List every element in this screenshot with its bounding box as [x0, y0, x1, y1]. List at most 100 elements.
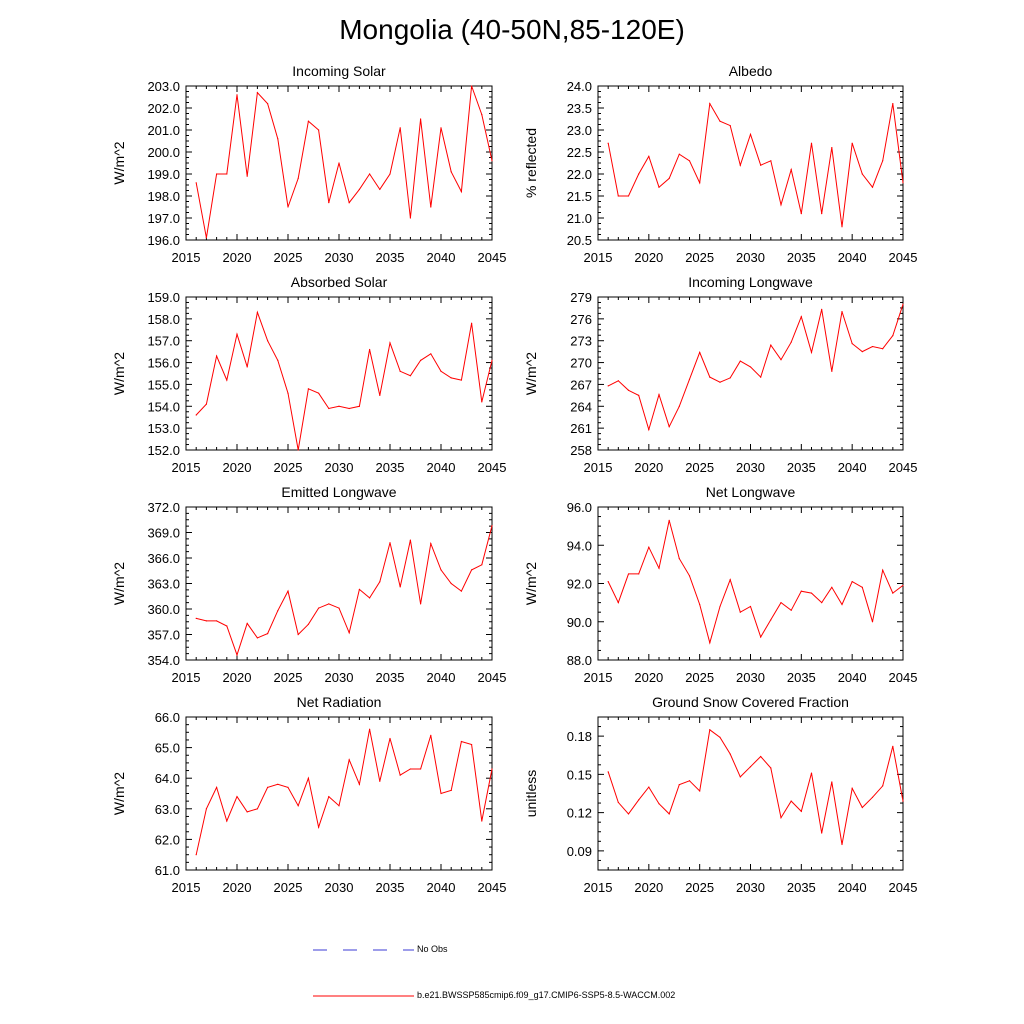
chart-3-point [420, 359, 422, 361]
chart-8-point [678, 783, 680, 786]
chart-6-point [617, 602, 619, 604]
chart-6-xtick-label: 2015 [584, 670, 613, 685]
chart-5-xtick-label: 2045 [478, 670, 507, 685]
chart-8-xtick-label: 2035 [787, 880, 816, 895]
chart-3-point [318, 392, 320, 394]
chart-2-ytick-label: 20.5 [567, 233, 592, 248]
chart-3-point [460, 379, 462, 381]
chart-3-point [277, 359, 279, 361]
chart-5-point [369, 597, 371, 599]
chart-3-point [205, 403, 207, 405]
chart-5-xtick-label: 2035 [376, 670, 405, 685]
chart-7-point [389, 737, 391, 740]
chart-8-point [607, 771, 609, 773]
chart-8-point [841, 843, 843, 846]
chart-8-point [739, 776, 741, 778]
chart-8-xtick-label: 2025 [685, 880, 714, 895]
chart-7-point [195, 854, 197, 856]
chart-8-point [668, 813, 670, 815]
chart-4-frame [597, 296, 904, 451]
chart-1-point [420, 118, 422, 120]
chart-2-ytick-label: 22.0 [567, 167, 592, 182]
chart-6-point [841, 603, 843, 606]
chart-5-point [481, 564, 483, 566]
chart-5-point [236, 654, 238, 656]
chart-3-point [450, 377, 452, 379]
chart-1-point [226, 173, 228, 175]
chart-4-point [902, 303, 904, 305]
chart-2-point [760, 164, 762, 166]
chart-5-point [460, 590, 462, 592]
chart-1-point [369, 173, 371, 175]
chart-2-frame [597, 85, 904, 241]
chart-6-ytick-label: 90.0 [567, 615, 592, 630]
chart-2-point [638, 173, 640, 175]
chart-7-point [460, 740, 462, 743]
chart-5-point [389, 542, 391, 544]
chart-4-point [770, 344, 772, 346]
chart-8-ytick-label: 0.15 [567, 767, 592, 782]
chart-7-point [471, 743, 473, 746]
chart-1-ytick-label: 203.0 [147, 79, 180, 94]
chart-8-point [627, 813, 630, 815]
chart-3-point [481, 401, 483, 403]
chart-8-point [902, 800, 904, 802]
chart-8-point [719, 736, 721, 739]
chart-1-xtick-label: 2035 [376, 250, 405, 265]
chart-6-point [627, 573, 630, 575]
chart-1-point [358, 188, 360, 190]
chart-7-point [307, 777, 309, 779]
chart-2-point [658, 186, 660, 188]
chart-3-point [195, 414, 197, 416]
chart-6-point [760, 636, 762, 638]
chart-6-point [699, 603, 701, 606]
chart-1-point [389, 173, 391, 175]
chart-7-point [379, 780, 381, 782]
chart-4-point [851, 343, 853, 345]
chart-1-point [318, 129, 320, 131]
chart-4-xtick-label: 2035 [787, 460, 816, 475]
chart-5-xtick-label: 2025 [274, 670, 303, 685]
chart-2-point [648, 155, 650, 157]
chart-6-xtick-label: 2035 [787, 670, 816, 685]
chart-7-point [481, 820, 483, 822]
chart-6-point [638, 573, 640, 575]
chart-4-point [861, 351, 863, 353]
chart-7-ytick-label: 61.0 [155, 863, 180, 878]
chart-6-point [851, 580, 853, 583]
chart-6-point [719, 605, 721, 608]
chart-8-ylabel: unitless [523, 770, 539, 817]
chart-3-xtick-label: 2030 [325, 460, 354, 475]
chart-3-ytick-label: 153.0 [147, 421, 180, 436]
chart-5-xtick-label: 2020 [223, 670, 252, 685]
chart-1-point [450, 171, 452, 173]
chart-5-ytick-label: 363.0 [147, 577, 180, 592]
chart-2-xtick-label: 2015 [584, 250, 613, 265]
chart-7-point [358, 783, 360, 785]
chart-3-point [216, 355, 218, 357]
chart-2-point [902, 182, 904, 184]
chart-6-xtick-label: 2030 [736, 670, 765, 685]
chart-5-point [420, 603, 422, 605]
chart-2-point [882, 160, 884, 162]
chart-6-xtick-label: 2025 [685, 670, 714, 685]
chart-8-xtick-label: 2040 [838, 880, 867, 895]
chart-1-point [328, 202, 330, 204]
chart-1-point [195, 182, 197, 184]
chart-6-point [882, 569, 884, 571]
chart-1-point [297, 177, 299, 179]
chart-7-ytick-label: 62.0 [155, 832, 180, 847]
chart-6-ytick-label: 94.0 [567, 538, 592, 553]
chart-4-point [678, 405, 680, 407]
chart-6-point [800, 590, 802, 592]
chart-5-point [430, 542, 432, 545]
chart-4-point [719, 381, 721, 383]
chart-4-xtick-label: 2015 [584, 460, 613, 475]
chart-4-ytick-label: 276 [570, 312, 592, 327]
chart-4-ytick-label: 261 [570, 421, 592, 436]
chart-3-point [297, 449, 299, 451]
chart-1-ylabel: W/m^2 [111, 141, 127, 184]
chart-1-point [267, 103, 269, 105]
chart-2-point [699, 182, 701, 184]
chart-2-point [617, 195, 619, 197]
